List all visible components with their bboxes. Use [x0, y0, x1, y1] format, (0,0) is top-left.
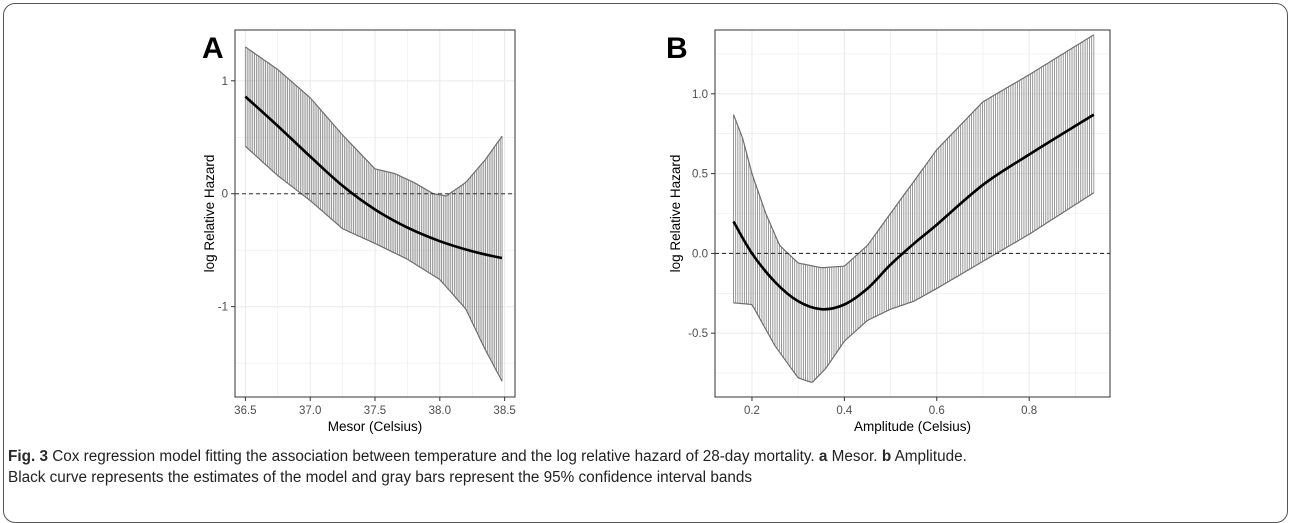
- ci-lower-edge: [733, 192, 1095, 383]
- y-tick-label: 0.5: [692, 169, 708, 181]
- y-tick-label: -0.5: [688, 328, 708, 340]
- caption-text-2: Mesor.: [827, 448, 882, 465]
- y-tick-label: 1.0: [692, 89, 708, 101]
- ci-lower-edge: [244, 145, 503, 382]
- panel-label: A: [202, 32, 224, 65]
- y-tick-label: 1: [222, 76, 228, 88]
- chart-panel-a: 36.5 37.0 37.5 38.0 38.5 -1 0 1 Mesor (Celsius) l…: [202, 29, 516, 434]
- caption-label-a: a: [818, 448, 828, 465]
- y-tick-label: 0.0: [692, 248, 708, 260]
- x-axis-title: Amplitude (Celsius): [854, 419, 971, 434]
- x-tick-label: 0.2: [744, 405, 760, 417]
- chart-panel-b: 0.2 0.4 0.6 0.8 -0.5 0.0 0.5 1.0 Amplitude (Cels…: [666, 29, 1111, 434]
- panel-border: [714, 29, 1111, 398]
- y-tick-label: 0: [222, 189, 228, 201]
- x-tick-label: 36.5: [234, 405, 256, 417]
- x-axis-title: Mesor (Celsius): [328, 419, 423, 434]
- caption-text-3: Amplitude.: [891, 448, 967, 465]
- x-tick-label: 0.8: [1021, 405, 1037, 417]
- ci-upper-edge: [245, 46, 503, 197]
- estimate-curve: [732, 113, 1095, 311]
- caption-line-1: Fig. 3 Cox regression model fitting the …: [8, 446, 1278, 467]
- x-tick-label: 38.0: [429, 405, 451, 417]
- y-axis-title: log Relative Hazard: [202, 155, 217, 273]
- caption-line-2: Black curve represents the estimates of …: [8, 469, 753, 486]
- x-tick-label: 0.4: [836, 405, 853, 417]
- x-tick-label: 0.6: [929, 405, 945, 417]
- figure-number: Fig. 3: [8, 448, 48, 465]
- ci-upper-edge: [732, 34, 1095, 269]
- x-tick-label: 38.5: [493, 405, 515, 417]
- x-tick-label: 37.5: [364, 405, 386, 417]
- caption-text-1: Cox regression model fitting the associa…: [47, 448, 819, 465]
- caption-label-b: b: [881, 448, 892, 465]
- x-tick-label: 37.0: [299, 405, 321, 417]
- estimate-curve: [244, 95, 503, 260]
- panel-label: B: [666, 32, 688, 65]
- y-axis-title: log Relative Hazard: [668, 155, 683, 273]
- figure-caption: Fig. 3 Cox regression model fitting the …: [8, 446, 1278, 488]
- y-tick-label: -1: [218, 302, 228, 314]
